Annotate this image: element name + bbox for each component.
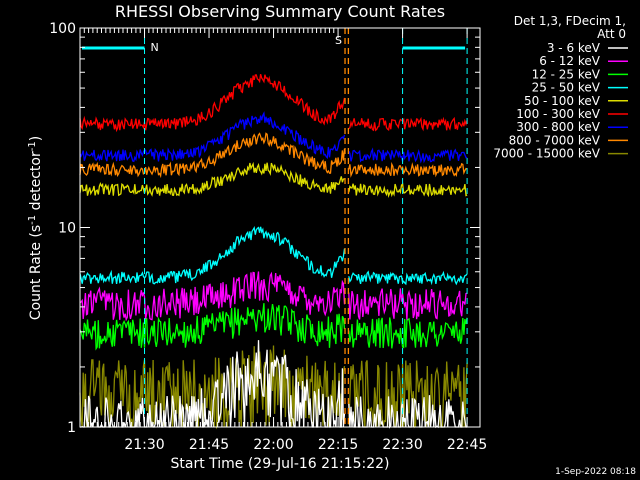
x-tick-label: 22:15 bbox=[318, 437, 358, 453]
y-label-sup-2: -1 bbox=[27, 141, 38, 151]
series-line bbox=[79, 303, 346, 351]
legend-entry-label: 7000 - 15000 keV bbox=[493, 147, 600, 161]
legend-entry-label: 800 - 7000 keV bbox=[509, 133, 601, 147]
series-line bbox=[79, 132, 346, 179]
series-line bbox=[348, 360, 468, 429]
series-line bbox=[348, 270, 468, 286]
timestamp: 1-Sep-2022 08:18 bbox=[555, 467, 636, 477]
legend-header-line-2: Att 0 bbox=[597, 27, 626, 41]
series-line bbox=[79, 271, 346, 322]
series-line bbox=[79, 345, 346, 430]
x-tick-label: 22:30 bbox=[382, 437, 422, 453]
series-line bbox=[79, 74, 346, 133]
y-axis-label: Count Rate (s-1 detector-1) bbox=[27, 136, 44, 320]
legend-entry-label: 50 - 100 keV bbox=[524, 94, 601, 108]
y-label-part-1: Count Rate (s bbox=[28, 225, 44, 320]
x-tick-label: 22:00 bbox=[253, 437, 293, 453]
overlay-layer: NS bbox=[82, 28, 468, 427]
series-line bbox=[348, 147, 468, 164]
legend-entry-label: 12 - 25 keV bbox=[532, 67, 601, 81]
x-axis-label: Start Time (29-Jul-16 21:15:22) bbox=[170, 456, 389, 472]
legend-entry-label: 100 - 300 keV bbox=[516, 107, 600, 121]
y-label-part-2: detector bbox=[28, 151, 44, 215]
series-line bbox=[348, 161, 468, 178]
y-label-part-3: ) bbox=[28, 136, 44, 141]
y-tick-label: 10 bbox=[58, 221, 76, 237]
series-line bbox=[348, 182, 468, 199]
series-line bbox=[79, 226, 346, 285]
data-layer bbox=[79, 74, 468, 430]
series-line bbox=[79, 161, 345, 197]
saa-label: S bbox=[335, 34, 342, 47]
legend-header-line-1: Det 1,3, FDecim 1, bbox=[514, 14, 626, 28]
series-line bbox=[348, 317, 468, 349]
legend-entry-label: 3 - 6 keV bbox=[547, 41, 601, 55]
series-line bbox=[80, 340, 346, 428]
series-line bbox=[348, 288, 468, 320]
series-line bbox=[348, 395, 468, 429]
chart-title: RHESSI Observing Summary Count Rates bbox=[115, 2, 445, 21]
series-line bbox=[79, 111, 346, 163]
y-label-sup-1: -1 bbox=[27, 215, 38, 225]
y-tick-label: 1 bbox=[67, 420, 76, 436]
axis-layer: 1 10 100 21:30 21:45 22:00 22:15 22:30 22:45 bbox=[49, 21, 487, 453]
x-tick-label: 21:30 bbox=[124, 437, 164, 453]
legend-entry-label: 25 - 50 keV bbox=[532, 81, 601, 95]
legend-entry-label: 300 - 800 keV bbox=[516, 120, 600, 134]
legend-entry-label: 6 - 12 keV bbox=[539, 54, 601, 68]
x-tick-label: 21:45 bbox=[189, 437, 229, 453]
series-line bbox=[348, 116, 468, 132]
y-tick-label: 100 bbox=[49, 21, 76, 37]
x-tick-label: 22:45 bbox=[447, 437, 487, 453]
night-label: N bbox=[151, 41, 159, 54]
